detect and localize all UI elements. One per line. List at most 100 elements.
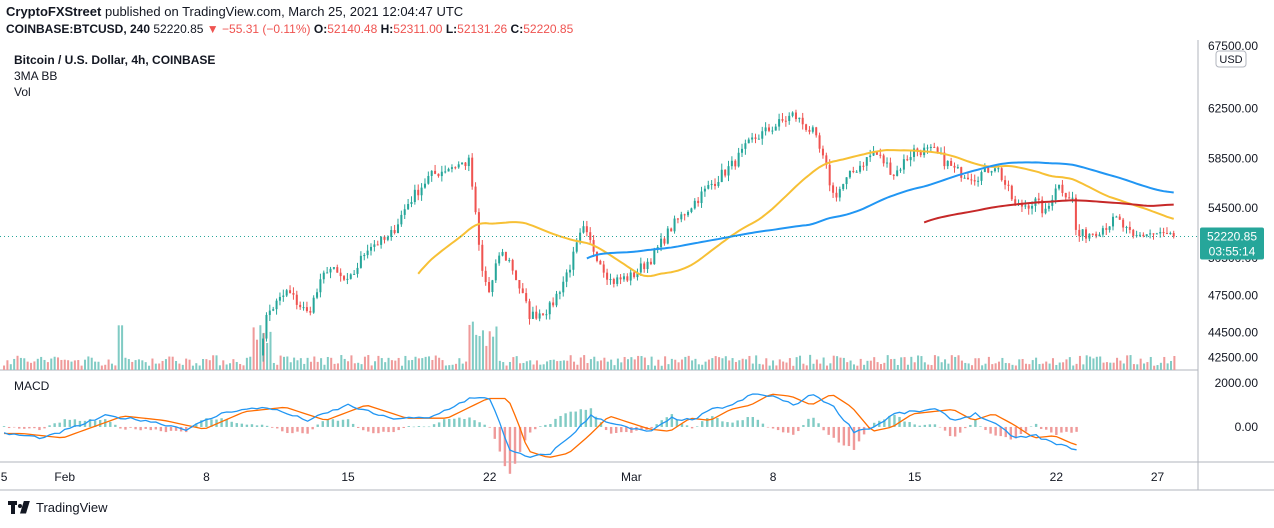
volume-bar — [336, 363, 339, 370]
macd-histogram-bar — [412, 426, 416, 428]
macd-histogram-bar — [200, 420, 203, 427]
macd-histogram-bar — [539, 426, 542, 427]
candle-body — [373, 244, 376, 247]
volume-bar — [866, 360, 869, 370]
candle-body — [714, 183, 717, 186]
candle-body — [848, 170, 851, 178]
candle-body — [521, 288, 524, 294]
macd-histogram-bar — [58, 422, 61, 427]
volume-bar — [1058, 362, 1061, 370]
macd-histogram-bar — [513, 426, 517, 464]
candle-body — [565, 272, 568, 282]
candle-body — [1071, 197, 1074, 199]
macd-histogram-bar — [114, 424, 117, 427]
volume-bar — [950, 355, 953, 370]
candle-body — [886, 162, 889, 164]
volume-bar — [674, 359, 677, 370]
close-label: C: — [510, 22, 524, 36]
macd-histogram-bar — [1004, 426, 1007, 438]
publisher-name[interactable]: CryptoFXStreet — [6, 4, 102, 19]
volume-bar — [94, 361, 97, 370]
macd-histogram-bar — [351, 423, 355, 427]
macd-histogram-bar — [528, 426, 532, 433]
candle-body — [744, 143, 747, 149]
macd-histogram-bar — [356, 426, 360, 428]
macd-histogram-bar — [999, 426, 1002, 437]
candle-body — [1004, 180, 1007, 185]
candle-body — [299, 304, 302, 308]
volume-bar — [33, 361, 36, 370]
candle-body — [707, 185, 710, 189]
volume-bar — [984, 363, 987, 370]
volume-bar — [330, 357, 333, 370]
macd-histogram-bar — [286, 426, 289, 434]
volume-bar — [1078, 355, 1081, 370]
candle-body — [993, 168, 996, 172]
macd-histogram-bar — [68, 419, 72, 427]
volume-bar — [917, 355, 920, 370]
volume-bar — [16, 355, 19, 370]
candle-body — [278, 296, 281, 301]
macd-histogram-bar — [382, 426, 385, 432]
macd-histogram-bar — [822, 426, 825, 431]
macd-histogram-bar — [807, 418, 810, 427]
macd-histogram-bar — [781, 426, 785, 433]
candle-body — [801, 117, 804, 125]
candle-body — [966, 177, 969, 180]
macd-histogram-bar — [93, 420, 97, 427]
tradingview-footer[interactable]: TradingView — [8, 500, 108, 515]
volume-bar — [1041, 363, 1044, 370]
candle-body — [767, 127, 770, 131]
legend-title[interactable]: Bitcoin / U.S. Dollar, 4h, COINBASE — [14, 53, 216, 67]
candle-body — [359, 255, 362, 268]
candle-body — [1145, 234, 1148, 237]
volume-bar — [684, 356, 687, 370]
candle-body — [1142, 234, 1145, 237]
candle-body — [595, 251, 598, 261]
candle-body — [629, 272, 632, 281]
volume-bar — [974, 358, 977, 370]
volume-bar — [239, 363, 242, 370]
macd-histogram-bar — [751, 416, 754, 427]
axes: 67500.0062500.0058500.0054500.0050500.00… — [1, 39, 1264, 484]
volume-bar — [724, 356, 727, 370]
volume-bar — [313, 356, 316, 370]
candle-body — [535, 311, 538, 319]
volume-bar — [397, 357, 400, 370]
macd-histogram-bar — [164, 426, 168, 433]
candle-body — [1162, 232, 1165, 234]
macd-histogram-bar — [503, 426, 507, 467]
macd-histogram-bar — [23, 426, 26, 429]
macd-histogram-bar — [265, 425, 269, 427]
legend-volume[interactable]: Vol — [14, 85, 31, 99]
volume-bar — [741, 358, 744, 370]
volume-bar — [245, 357, 248, 370]
volume-bar — [879, 364, 882, 370]
macd-label[interactable]: MACD — [14, 379, 50, 393]
legend-indicator[interactable]: 3MA BB — [14, 69, 58, 83]
volume-bar — [650, 356, 653, 370]
volume-bar — [721, 358, 724, 370]
volume-bar — [367, 355, 370, 370]
footer-brand: TradingView — [36, 500, 108, 515]
candle-body — [757, 138, 760, 140]
volume-bar — [812, 363, 815, 370]
volume-bar — [438, 357, 441, 370]
volume-bar — [569, 355, 572, 370]
candle-body — [353, 273, 356, 275]
tradingview-logo-icon — [8, 500, 30, 515]
macd-histogram-bar — [326, 420, 330, 427]
candle-body — [568, 269, 572, 273]
volume-bar — [259, 325, 262, 370]
candle-body — [471, 157, 474, 187]
candle-body — [1155, 233, 1158, 235]
macd-histogram-bar — [392, 426, 395, 433]
volume-bar — [944, 359, 947, 370]
candle-body — [376, 244, 379, 246]
candle-body — [430, 170, 433, 176]
volume-bar — [269, 331, 272, 370]
candle-body — [666, 228, 669, 244]
candle-body — [548, 302, 551, 315]
candle-body — [316, 292, 319, 298]
